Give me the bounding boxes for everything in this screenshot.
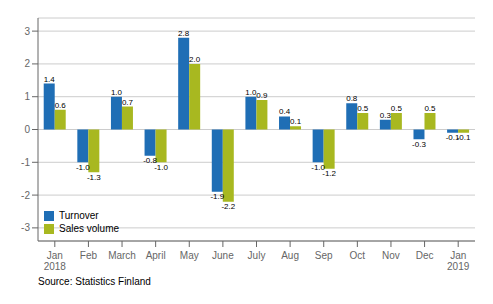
svg-text:March: March — [108, 250, 136, 261]
svg-text:Nov: Nov — [382, 250, 400, 261]
svg-text:2.8: 2.8 — [178, 29, 190, 38]
html-text:Turnover: Turnover — [59, 210, 99, 221]
svg-text:-1: -1 — [21, 157, 30, 168]
svg-text:April: April — [146, 250, 166, 261]
svg-text:0.8: 0.8 — [346, 94, 358, 103]
svg-text:-3: -3 — [21, 222, 30, 233]
svg-text:0.9: 0.9 — [256, 91, 268, 100]
svg-text:0: 0 — [24, 124, 30, 135]
svg-text:1: 1 — [24, 91, 30, 102]
svg-text:Oct: Oct — [350, 250, 366, 261]
svg-text:0.5: 0.5 — [424, 104, 436, 113]
svg-text:Feb: Feb — [80, 250, 98, 261]
svg-text:-2: -2 — [21, 190, 30, 201]
svg-text:July: July — [248, 250, 266, 261]
svg-text:0.5: 0.5 — [357, 104, 369, 113]
svg-text:0.1: 0.1 — [290, 117, 302, 126]
svg-text:3: 3 — [24, 26, 30, 37]
svg-text:-0.1: -0.1 — [445, 133, 460, 143]
svg-text:-1.0: -1.0 — [311, 162, 325, 172]
svg-text:Aug: Aug — [281, 250, 299, 261]
svg-text:Jan2018: Jan2018 — [44, 250, 67, 272]
svg-text:0.3: 0.3 — [380, 111, 392, 120]
svg-text:-0.8: -0.8 — [143, 156, 157, 166]
svg-text:-1.0: -1.0 — [154, 163, 168, 172]
svg-text:0.4: 0.4 — [279, 107, 291, 116]
svg-text:0.6: 0.6 — [55, 101, 67, 110]
svg-text:Jan2019: Jan2019 — [447, 250, 470, 272]
svg-text:-1.3: -1.3 — [87, 173, 101, 182]
svg-text:1.4: 1.4 — [44, 75, 56, 84]
svg-text:2: 2 — [24, 58, 30, 69]
html-text:Source: Statistics Finland: Source: Statistics Finland — [38, 276, 151, 287]
svg-text:-2.2: -2.2 — [221, 202, 235, 211]
svg-text:-1.9: -1.9 — [210, 192, 224, 201]
svg-text:-0.1: -0.1 — [457, 133, 471, 142]
svg-text:Dec: Dec — [416, 250, 434, 261]
svg-text:0.5: 0.5 — [391, 104, 403, 113]
svg-text:-1.2: -1.2 — [322, 169, 336, 178]
svg-text:1.0: 1.0 — [245, 88, 257, 97]
svg-text:May: May — [180, 250, 199, 261]
html-text:Sales volume: Sales volume — [59, 223, 119, 234]
svg-text:-1.0: -1.0 — [76, 163, 90, 172]
svg-text:-0.3: -0.3 — [412, 140, 426, 149]
svg-text:1.0: 1.0 — [111, 88, 123, 97]
svg-text:2.0: 2.0 — [189, 55, 201, 64]
svg-text:0.7: 0.7 — [122, 98, 134, 107]
svg-text:Sep: Sep — [315, 250, 333, 261]
svg-text:June: June — [212, 250, 234, 261]
